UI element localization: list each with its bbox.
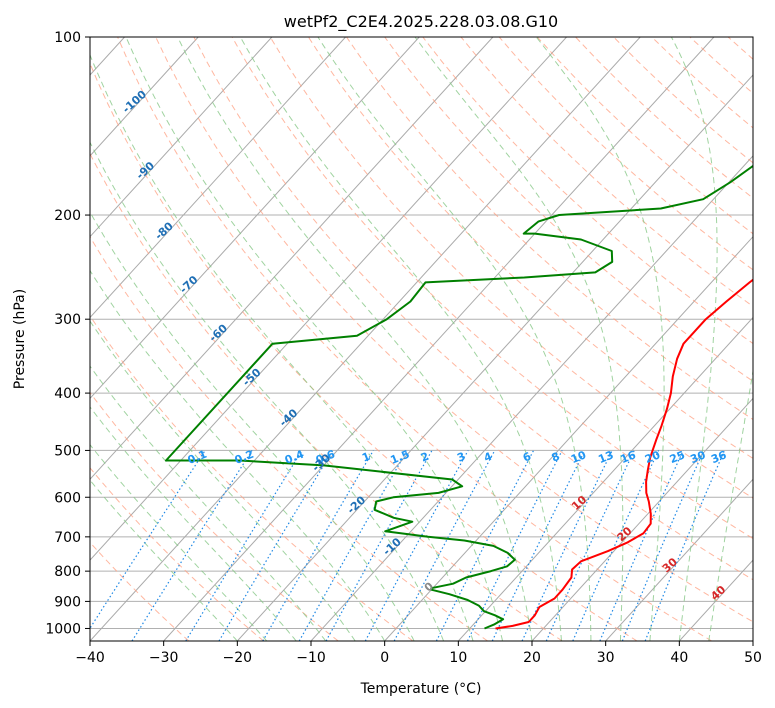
isotherm-line bbox=[236, 74, 753, 641]
dry-adiabat bbox=[90, 235, 488, 641]
y-tick-label: 300 bbox=[54, 312, 81, 328]
mixing-ratio-label: 10 bbox=[569, 448, 588, 466]
ticks-layer: −40 −30 −20 −10 0 10 20 30 40 50 100 200 300 400 500 60… bbox=[45, 30, 762, 666]
x-axis-label: Temperature (°C) bbox=[360, 681, 482, 697]
x-tick-label: 20 bbox=[523, 650, 541, 666]
moist-adiabat bbox=[90, 443, 268, 641]
y-tick-label: 800 bbox=[54, 564, 81, 580]
y-tick-label: 900 bbox=[54, 594, 81, 610]
moist-adiabat bbox=[90, 320, 356, 641]
moist-adiabat bbox=[708, 368, 753, 641]
moist-adiabat bbox=[90, 479, 238, 641]
dry-adiabat bbox=[346, 37, 753, 421]
mixing-ratio-label: 25 bbox=[668, 448, 687, 466]
mixing-ratio-line bbox=[90, 450, 206, 630]
series-layer bbox=[165, 164, 753, 630]
mixing-ratio-layer bbox=[90, 450, 726, 641]
isotherm-line bbox=[90, 37, 494, 481]
chart-title: wetPf2_C2E4.2025.228.03.08.G10 bbox=[284, 12, 558, 32]
mixing-ratio-label: 13 bbox=[596, 448, 615, 466]
x-tick-label: 0 bbox=[380, 650, 389, 666]
mixing-ratio-line bbox=[325, 450, 433, 641]
mixing-ratio-line bbox=[435, 450, 535, 641]
moist-adiabat bbox=[177, 37, 533, 641]
moist-adiabat bbox=[90, 269, 386, 641]
dry-adiabat bbox=[231, 37, 753, 540]
y-axis-label: Pressure (hPa) bbox=[12, 289, 28, 389]
dry-adiabat bbox=[90, 62, 638, 641]
dry-adiabat bbox=[117, 37, 712, 641]
mixing-ratio-label: 1 bbox=[360, 450, 372, 465]
y-tick-label: 1000 bbox=[45, 621, 81, 637]
isotherm-line bbox=[531, 397, 753, 641]
mixing-ratio-label: 20 bbox=[643, 448, 662, 466]
dry-adiabat bbox=[193, 37, 753, 581]
mixing-ratio-label: 3 bbox=[455, 450, 467, 465]
y-tick-label: 400 bbox=[54, 386, 81, 402]
mixing-ratio-label: 30 bbox=[688, 448, 707, 466]
isotherm-line bbox=[90, 37, 273, 238]
isotherm-line bbox=[90, 37, 420, 400]
isotherm-line bbox=[90, 37, 199, 157]
moist-adiabat bbox=[90, 365, 327, 641]
mixing-ratio-line bbox=[572, 450, 660, 641]
mixing-ratio-line bbox=[466, 450, 563, 641]
dry-adiabat bbox=[90, 541, 190, 641]
x-tick-label: −40 bbox=[75, 650, 105, 666]
moist-adiabat bbox=[670, 37, 718, 641]
moist-adiabat bbox=[90, 211, 415, 641]
mixing-ratio-label: 8 bbox=[550, 450, 562, 465]
mixing-ratio-line bbox=[599, 450, 684, 641]
dry-adiabat bbox=[90, 152, 563, 641]
adiabat-layer bbox=[90, 37, 753, 641]
x-tick-label: 40 bbox=[670, 650, 688, 666]
isotherm-line bbox=[605, 478, 753, 641]
moist-adiabat bbox=[414, 37, 624, 641]
temperature-profile bbox=[495, 278, 753, 630]
plot-frame bbox=[89, 36, 754, 642]
moist-adiabat bbox=[125, 37, 503, 641]
x-tick-label: −30 bbox=[149, 650, 179, 666]
isotherm-line bbox=[90, 37, 567, 561]
moist-adiabat bbox=[90, 141, 445, 641]
x-tick-label: 10 bbox=[449, 650, 467, 666]
y-tick-label: 200 bbox=[54, 208, 81, 224]
mixing-ratio-line bbox=[298, 450, 408, 641]
isotherm-line bbox=[457, 316, 753, 641]
x-tick-label: 50 bbox=[744, 650, 762, 666]
mixing-ratio-line bbox=[364, 450, 469, 641]
mixing-ratio-line bbox=[185, 450, 303, 641]
isotherm-line bbox=[90, 37, 641, 641]
isotherm-line bbox=[163, 37, 715, 641]
mixing-ratio-line bbox=[644, 450, 726, 641]
moist-adiabat bbox=[90, 53, 474, 641]
x-tick-label: 30 bbox=[597, 650, 615, 666]
y-tick-label: 500 bbox=[54, 443, 81, 459]
mixing-ratio-line bbox=[621, 450, 705, 641]
moist-adiabat bbox=[535, 37, 665, 641]
x-tick-label: −10 bbox=[296, 650, 326, 666]
mixing-ratio-label: 2 bbox=[419, 450, 431, 465]
moist-adiabat bbox=[317, 37, 592, 641]
mixing-ratio-label: 36 bbox=[709, 448, 728, 466]
dry-adiabat bbox=[155, 37, 753, 623]
isotherm-line bbox=[384, 235, 753, 641]
y-tick-label: 100 bbox=[54, 30, 81, 46]
x-tick-label: −20 bbox=[223, 650, 253, 666]
dry-adiabat bbox=[307, 37, 753, 460]
moist-adiabat bbox=[239, 37, 562, 641]
dry-adiabat bbox=[90, 467, 264, 641]
dewpoint-profile bbox=[165, 164, 753, 630]
isotherm-line bbox=[90, 37, 346, 319]
moist-adiabat bbox=[90, 406, 297, 641]
mixing-ratio-label: 16 bbox=[619, 448, 638, 466]
y-tick-label: 600 bbox=[54, 490, 81, 506]
y-tick-label: 700 bbox=[54, 530, 81, 546]
